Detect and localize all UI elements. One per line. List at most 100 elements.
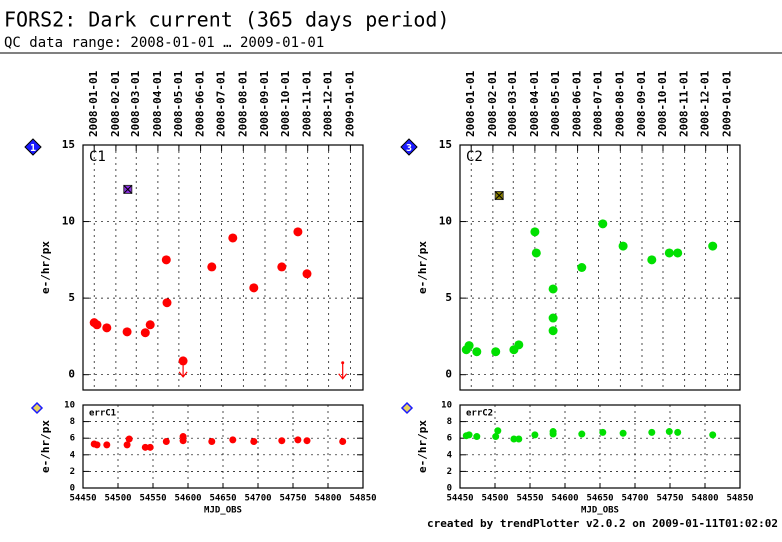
data-point [140,328,150,338]
y-tick-label: 2 [447,467,452,477]
y-tick-label: 10 [439,215,452,228]
footer: created by trendPlotter v2.0.2 on 2009-0… [427,517,778,530]
y-tick-label: 0 [68,368,75,381]
y-tick-label: 4 [70,450,76,460]
x-axis-label: MJD_OBS [204,506,242,516]
data-point [162,298,172,308]
x-tick-label: 2008-09-01 [635,70,648,137]
page-title: FORS2: Dark current (365 days period) [4,8,450,32]
data-point [207,262,217,272]
x-tick-label: 2008-02-01 [486,70,499,137]
x-tick-label: 54450 [69,494,96,504]
y-tick-label: 8 [447,417,452,427]
data-point [647,255,657,265]
data-point [145,320,155,330]
badge [400,401,414,415]
data-point [510,435,518,443]
x-tick-label: 2008-04-01 [528,70,541,137]
x-tick-label: 2008-06-01 [571,70,584,137]
y-tick-label: 6 [70,434,75,444]
data-point [249,283,259,293]
y-tick-label: 6 [447,434,452,444]
data-point [208,438,216,446]
x-tick-label: 2008-07-01 [592,70,605,137]
data-point [294,436,302,444]
panel-label: C2 [466,149,483,165]
data-point [250,438,258,446]
y-tick-label: 10 [62,215,75,228]
x-tick-label: 54850 [349,494,376,504]
data-point [599,428,607,436]
data-point [103,441,111,449]
data-point [102,323,112,333]
x-tick-label: 2008-12-01 [322,70,335,137]
x-tick-label: 54500 [104,494,131,504]
x-tick-label: 2008-05-01 [172,70,185,137]
x-tick-label: 2008-03-01 [129,70,142,137]
data-point [161,255,171,265]
y-tick-label: 15 [439,138,452,151]
data-point [123,441,131,449]
y-tick-label: 2 [70,467,75,477]
x-tick-label: 2008-05-01 [549,70,562,137]
data-point [228,233,238,243]
badge-label: 1 [30,143,36,154]
data-point [514,340,524,350]
x-tick-label: 2008-01-01 [464,70,477,137]
y-tick-label: 0 [447,484,452,494]
x-tick-label: 54700 [621,494,648,504]
x-tick-label: 54850 [726,494,753,504]
data-point [141,443,149,451]
data-point [531,248,541,258]
data-point [465,431,473,439]
x-tick-label: 2008-10-01 [279,70,292,137]
y-tick-label: 8 [70,417,75,427]
data-point [162,438,170,446]
outlier-cross [123,185,133,194]
data-point [302,269,312,279]
y-axis-label: e-/hr/px [39,241,52,294]
data-point [93,441,101,449]
data-point [492,433,500,441]
badge [30,401,44,415]
y-tick-label: 10 [441,401,452,411]
y-tick-label: 4 [447,450,453,460]
data-point [577,263,587,272]
y-tick-label: 0 [445,368,452,381]
x-tick-label: 2008-06-01 [194,70,207,137]
plot-frame [459,144,741,391]
outlier-cross [494,191,504,200]
x-tick-label: 2008-03-01 [506,70,519,137]
y-axis-label: e-/hr/px [416,241,429,294]
data-point [531,431,539,439]
data-point [464,341,474,351]
data-point [339,438,347,446]
y-tick-label: 0 [70,484,75,494]
data-point [548,326,558,336]
data-point [709,431,717,439]
data-point [122,327,132,337]
x-tick-label: 2008-10-01 [656,70,669,137]
x-tick-label: 2008-08-01 [236,70,249,137]
plot-frame [82,404,364,489]
x-tick-label: 2009-01-01 [343,70,356,137]
x-tick-label: 54650 [586,494,613,504]
badge [24,138,42,156]
data-point [515,435,523,443]
badge [400,138,418,156]
y-tick-label: 5 [445,291,452,304]
x-tick-label: 54500 [481,494,508,504]
data-point [472,347,482,357]
data-point [530,227,540,237]
data-point [598,219,608,229]
x-tick-label: 54700 [244,494,271,504]
data-point [664,248,674,258]
data-point [229,436,237,444]
data-point [277,262,287,272]
x-tick-label: 54600 [174,494,201,504]
data-point [293,227,303,237]
x-tick-label: 2008-01-01 [87,70,100,137]
x-tick-label: 54550 [139,494,166,504]
plot-frame [82,144,364,391]
x-tick-label: 54800 [691,494,718,504]
